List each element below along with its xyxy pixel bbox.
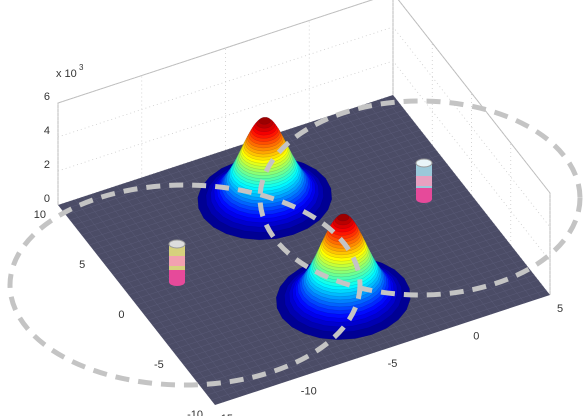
z-tick-label: 6 — [44, 91, 50, 103]
y-tick-label: 5 — [79, 259, 85, 271]
surface-slice — [259, 117, 271, 124]
z-exponent: 3 — [79, 63, 84, 72]
chart: x 10 3 0246-15-10-505-10-50510 — [0, 0, 587, 416]
y-tick-label: -10 — [187, 409, 203, 416]
z-tick-label: 2 — [44, 159, 50, 171]
y-tick-label: 10 — [34, 209, 46, 221]
x-tick-label: -10 — [301, 385, 317, 397]
x-tick-label: 5 — [557, 303, 563, 315]
y-tick-label: 0 — [118, 309, 124, 321]
page: x 10 3 0246-15-10-505-10-50510 {"chart_d… — [0, 0, 587, 416]
x-tick-label: 0 — [473, 330, 479, 342]
x-tick-label: -5 — [388, 358, 398, 370]
z-tick-label: 4 — [44, 125, 50, 137]
z-tick-label: 0 — [44, 193, 50, 205]
y-tick-label: -5 — [154, 359, 164, 371]
z-multiplier: x 10 — [56, 68, 77, 80]
cylinder — [416, 159, 432, 203]
surface-slice — [338, 214, 350, 221]
cylinder — [169, 240, 185, 286]
